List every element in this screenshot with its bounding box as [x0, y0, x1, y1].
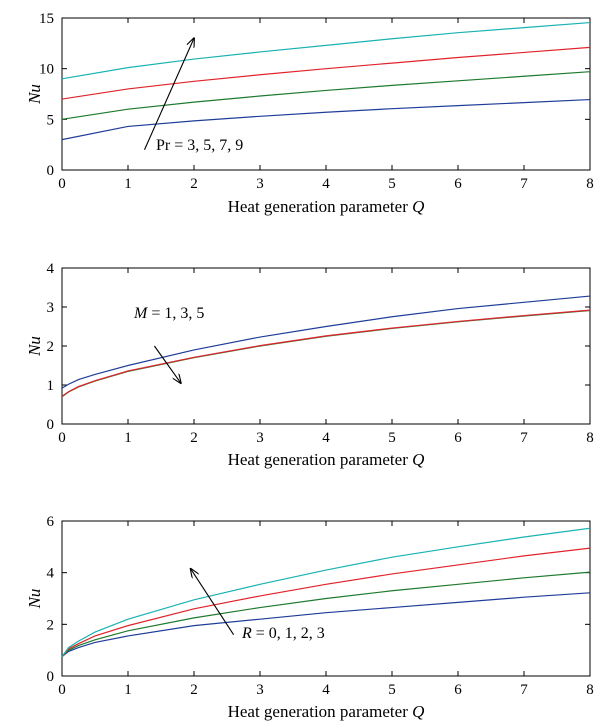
series-line-4 — [61, 21, 591, 80]
x-tick-label: 2 — [190, 176, 198, 192]
x-tick-label: 3 — [256, 176, 264, 192]
series-line-2 — [61, 71, 591, 120]
x-tick-label: 0 — [58, 430, 66, 446]
x-tick-label: 2 — [190, 682, 198, 698]
x-axis-label: Heat generation parameter Q — [228, 197, 425, 216]
annotation-arrow — [153, 345, 180, 383]
chart-panel-m: 0 1 2 3 4 5 6 7 8 0 1 2 3 4 Heat generation parameter … — [25, 261, 594, 469]
y-axis-label: Nu — [25, 336, 44, 357]
series-line-3 — [61, 46, 591, 100]
x-tick-label: 1 — [124, 176, 132, 192]
series-line-2 — [61, 571, 591, 658]
series-line-3 — [61, 309, 591, 397]
chart-panel-r: 0 1 2 3 4 5 6 7 8 0 2 4 6 Heat generation parameter Q… — [25, 514, 594, 721]
y-axis-label: Nu — [25, 84, 44, 105]
series-line-4 — [61, 527, 591, 657]
y-tick-label: 4 — [47, 261, 55, 277]
y-tick-label: 6 — [47, 514, 55, 530]
x-tick-label: 3 — [256, 682, 264, 698]
x-tick-label: 4 — [322, 430, 330, 446]
series-line-1 — [61, 295, 591, 389]
series-line-1 — [61, 98, 591, 141]
x-tick-label: 5 — [388, 682, 396, 698]
plot-frame — [61, 17, 591, 171]
y-tick-label: 0 — [47, 417, 55, 433]
chart-panel-pr: 0 1 2 3 4 5 6 7 8 0 5 10 15 Heat generation parameter… — [25, 11, 594, 216]
y-tick-label: 15 — [39, 11, 54, 27]
annotation-label: R = 0, 1, 2, 3 — [241, 625, 325, 642]
x-axis-label: Heat generation parameter Q — [228, 450, 425, 469]
annotation-arrow — [143, 38, 195, 150]
x-tick-label: 6 — [454, 682, 462, 698]
x-tick-label: 8 — [586, 430, 594, 446]
y-tick-label: 4 — [47, 566, 55, 582]
annotation-label: M = 1, 3, 5 — [133, 305, 204, 322]
y-tick-label: 10 — [39, 62, 54, 78]
x-axis-label: Heat generation parameter Q — [228, 702, 425, 721]
x-tick-label: 5 — [388, 176, 396, 192]
x-tick-label: 7 — [520, 682, 528, 698]
x-tick-label: 4 — [322, 176, 330, 192]
series-line-3 — [61, 547, 591, 658]
x-tick-label: 4 — [322, 682, 330, 698]
x-tick-label: 3 — [256, 430, 264, 446]
y-tick-label: 1 — [47, 378, 55, 394]
x-tick-label: 0 — [58, 176, 66, 192]
x-tick-label: 7 — [520, 176, 528, 192]
series-line-1 — [61, 592, 591, 658]
x-tick-label: 2 — [190, 430, 198, 446]
y-tick-label: 2 — [47, 617, 55, 633]
plot-frame — [61, 267, 591, 425]
y-tick-label: 3 — [47, 300, 55, 316]
annotation-label: Pr = 3, 5, 7, 9 — [156, 137, 243, 154]
series-line-2 — [61, 309, 591, 398]
x-tick-label: 0 — [58, 682, 66, 698]
y-axis-label: Nu — [25, 589, 44, 610]
x-tick-label: 1 — [124, 430, 132, 446]
x-tick-label: 5 — [388, 430, 396, 446]
y-tick-label: 0 — [47, 669, 55, 685]
y-tick-label: 0 — [47, 163, 55, 179]
y-tick-label: 2 — [47, 339, 55, 355]
x-tick-label: 8 — [586, 176, 594, 192]
x-tick-label: 8 — [586, 682, 594, 698]
x-tick-label: 7 — [520, 430, 528, 446]
y-tick-label: 5 — [47, 112, 55, 128]
x-tick-label: 6 — [454, 430, 462, 446]
x-tick-label: 6 — [454, 176, 462, 192]
x-tick-label: 1 — [124, 682, 132, 698]
annotation-arrow — [191, 569, 235, 635]
